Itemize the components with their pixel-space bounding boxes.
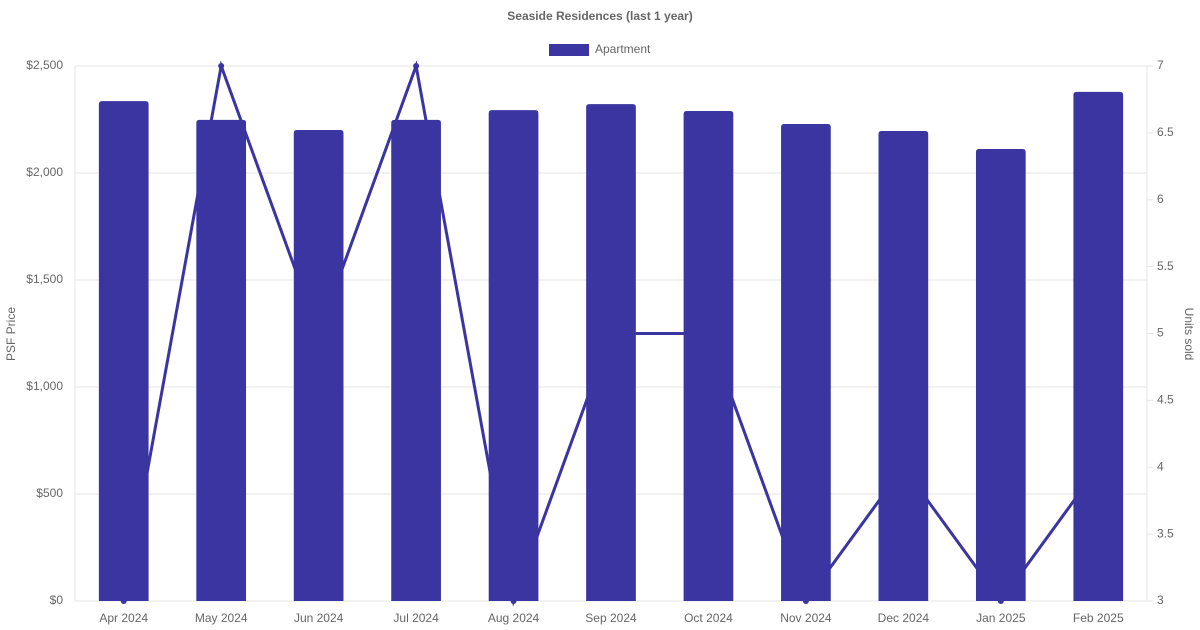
y2-tick-label: 4.5: [1157, 393, 1174, 407]
y2-tick-label: 6: [1157, 192, 1164, 206]
y-tick-label: $1,500: [26, 272, 63, 286]
x-tick-label: Apr 2024: [99, 611, 148, 625]
line-point: [413, 63, 420, 69]
bar: [196, 119, 247, 601]
legend-label: Apartment: [595, 42, 651, 56]
x-tick-label: Nov 2024: [780, 611, 832, 625]
legend-swatch: [549, 44, 589, 56]
y-tick-label: $500: [36, 486, 63, 500]
y-tick-label: $0: [50, 593, 64, 607]
x-tick-label: Feb 2025: [1073, 611, 1124, 625]
y2-tick-label: 6.5: [1157, 125, 1174, 139]
y-tick-label: $1,000: [26, 379, 63, 393]
x-tick-label: Jan 2025: [976, 611, 1026, 625]
bar: [98, 101, 149, 601]
y-tick-label: $2,000: [26, 165, 63, 179]
x-tick-label: Dec 2024: [878, 611, 930, 625]
bar: [391, 119, 441, 601]
y-axis-title: PSF Price: [4, 307, 18, 361]
y2-tick-label: 7: [1157, 58, 1164, 72]
bar: [488, 110, 539, 602]
bar: [293, 129, 344, 601]
line-point: [218, 63, 225, 69]
chart-title: Seaside Residences (last 1 year): [507, 9, 692, 23]
x-tick-label: Oct 2024: [684, 611, 733, 625]
y2-axis-title: Units sold: [1182, 308, 1196, 361]
y2-tick-label: 3.5: [1157, 526, 1174, 540]
bar: [1073, 91, 1124, 602]
bar: [781, 123, 831, 601]
y2-tick-label: 3: [1157, 593, 1164, 607]
y-tick-label: $2,500: [26, 58, 63, 72]
x-tick-label: Jul 2024: [393, 611, 439, 625]
x-tick-label: May 2024: [195, 611, 248, 625]
y2-tick-label: 5.5: [1157, 259, 1174, 273]
bar: [586, 104, 636, 601]
x-tick-label: Aug 2024: [488, 611, 540, 625]
y2-tick-label: 4: [1157, 459, 1164, 473]
y2-tick-label: 5: [1157, 326, 1164, 340]
bar: [975, 149, 1026, 602]
bar: [683, 110, 734, 601]
bar: [878, 131, 929, 601]
x-tick-label: Jun 2024: [294, 611, 344, 625]
x-tick-label: Sep 2024: [585, 611, 637, 625]
